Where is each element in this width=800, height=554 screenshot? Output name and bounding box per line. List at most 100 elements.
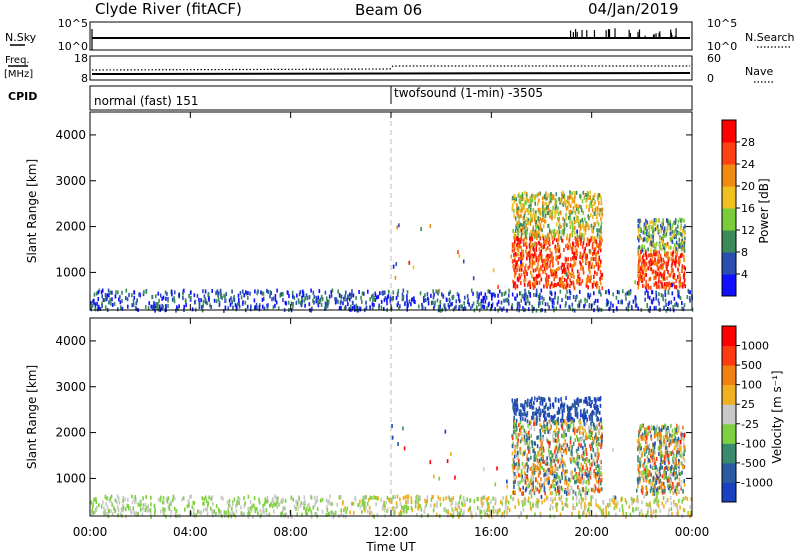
heatmap-cell [647, 473, 650, 478]
heatmap-cell [568, 445, 571, 450]
heatmap-cell [573, 191, 575, 196]
heatmap-cell [560, 283, 563, 288]
heatmap-cell [232, 305, 234, 310]
heatmap-cell [106, 293, 109, 298]
heatmap-cell [587, 458, 590, 463]
heatmap-cell [529, 221, 532, 226]
heatmap-cell [618, 507, 621, 512]
heatmap-cell [545, 417, 547, 422]
heatmap-cell [569, 278, 571, 283]
heatmap-cell [275, 300, 278, 305]
heatmap-cell [568, 477, 570, 482]
heatmap-cell [398, 223, 400, 228]
heatmap-cell [551, 259, 554, 264]
heatmap-cell [539, 401, 542, 406]
heatmap-cell [150, 502, 152, 507]
heatmap-cell [667, 467, 669, 472]
heatmap-cell [539, 296, 541, 301]
heatmap-cell [240, 511, 243, 516]
heatmap-cell [523, 203, 525, 208]
heatmap-cell [520, 214, 523, 219]
heatmap-cell [453, 306, 456, 311]
heatmap-cell [555, 274, 558, 279]
heatmap-cell [537, 466, 540, 471]
heatmap-cell [539, 292, 541, 297]
heatmap-cell [644, 226, 646, 231]
heatmap-cell [600, 272, 603, 277]
heatmap-cell [513, 239, 516, 244]
heatmap-cell [581, 279, 584, 284]
heatmap-cell [668, 508, 670, 513]
heatmap-cell [586, 435, 588, 440]
heatmap-cell [561, 275, 564, 280]
heatmap-cell [574, 297, 577, 302]
heatmap-cell [634, 299, 637, 304]
heatmap-cell [535, 293, 537, 298]
heatmap-cell [549, 456, 552, 461]
heatmap-cell [384, 504, 386, 509]
heatmap-cell [559, 283, 561, 288]
heatmap-cell [486, 508, 488, 513]
heatmap-cell [654, 485, 656, 490]
heatmap-cell [588, 276, 591, 281]
heatmap-cell [423, 298, 425, 303]
heatmap-cell [220, 294, 222, 299]
heatmap-cell [566, 443, 569, 448]
heatmap-cell [636, 495, 639, 500]
heatmap-cell [349, 510, 351, 515]
heatmap-cell [282, 292, 284, 297]
heatmap-cell [550, 297, 552, 302]
heatmap-cell [532, 225, 535, 230]
heatmap-cell [532, 487, 534, 492]
heatmap-cell [204, 495, 207, 500]
heatmap-cell [564, 303, 567, 308]
heatmap-cell [407, 506, 410, 511]
heatmap-cell [501, 512, 504, 517]
heatmap-cell [529, 270, 532, 275]
heatmap-cell [529, 248, 532, 253]
heatmap-cell [254, 305, 257, 310]
heatmap-cell [533, 441, 536, 446]
heatmap-cell [648, 277, 651, 282]
heatmap-cell [517, 263, 519, 268]
heatmap-cell [568, 413, 570, 418]
heatmap-cell [554, 429, 556, 434]
heatmap-cell [396, 292, 399, 297]
heatmap-cell [527, 423, 529, 428]
heatmap-cell [638, 437, 640, 442]
heatmap-cell [589, 417, 591, 422]
heatmap-cell [659, 478, 662, 483]
heatmap-cell [337, 299, 339, 304]
heatmap-cell [671, 239, 674, 244]
heatmap-cell [164, 290, 167, 295]
heatmap-cell [584, 450, 587, 455]
heatmap-cell [198, 301, 201, 306]
heatmap-cell [206, 507, 209, 512]
heatmap-cell [533, 231, 536, 236]
heatmap-cell [647, 247, 649, 252]
heatmap-cell [514, 285, 517, 290]
heatmap-cell [549, 491, 552, 496]
heatmap-cell [513, 484, 515, 489]
heatmap-cell [406, 304, 409, 309]
heatmap-cell [292, 301, 295, 306]
heatmap-cell [236, 500, 238, 505]
heatmap-cell [579, 438, 582, 443]
heatmap-cell [515, 425, 518, 430]
heatmap-cell [530, 218, 533, 223]
heatmap-cell [672, 246, 675, 251]
heatmap-cell [676, 289, 679, 294]
heatmap-cell [154, 507, 157, 512]
heatmap-cell [584, 398, 587, 403]
heatmap-cell [614, 503, 617, 508]
heatmap-cell [520, 251, 523, 256]
heatmap-cell [539, 251, 542, 256]
heatmap-cell [155, 294, 157, 299]
heatmap-cell [587, 293, 589, 298]
heatmap-cell [472, 291, 474, 296]
heatmap-cell [656, 224, 659, 229]
heatmap-cell [373, 495, 375, 500]
heatmap-cell [518, 237, 521, 242]
heatmap-cell [124, 497, 126, 502]
nave-series [91, 65, 690, 71]
